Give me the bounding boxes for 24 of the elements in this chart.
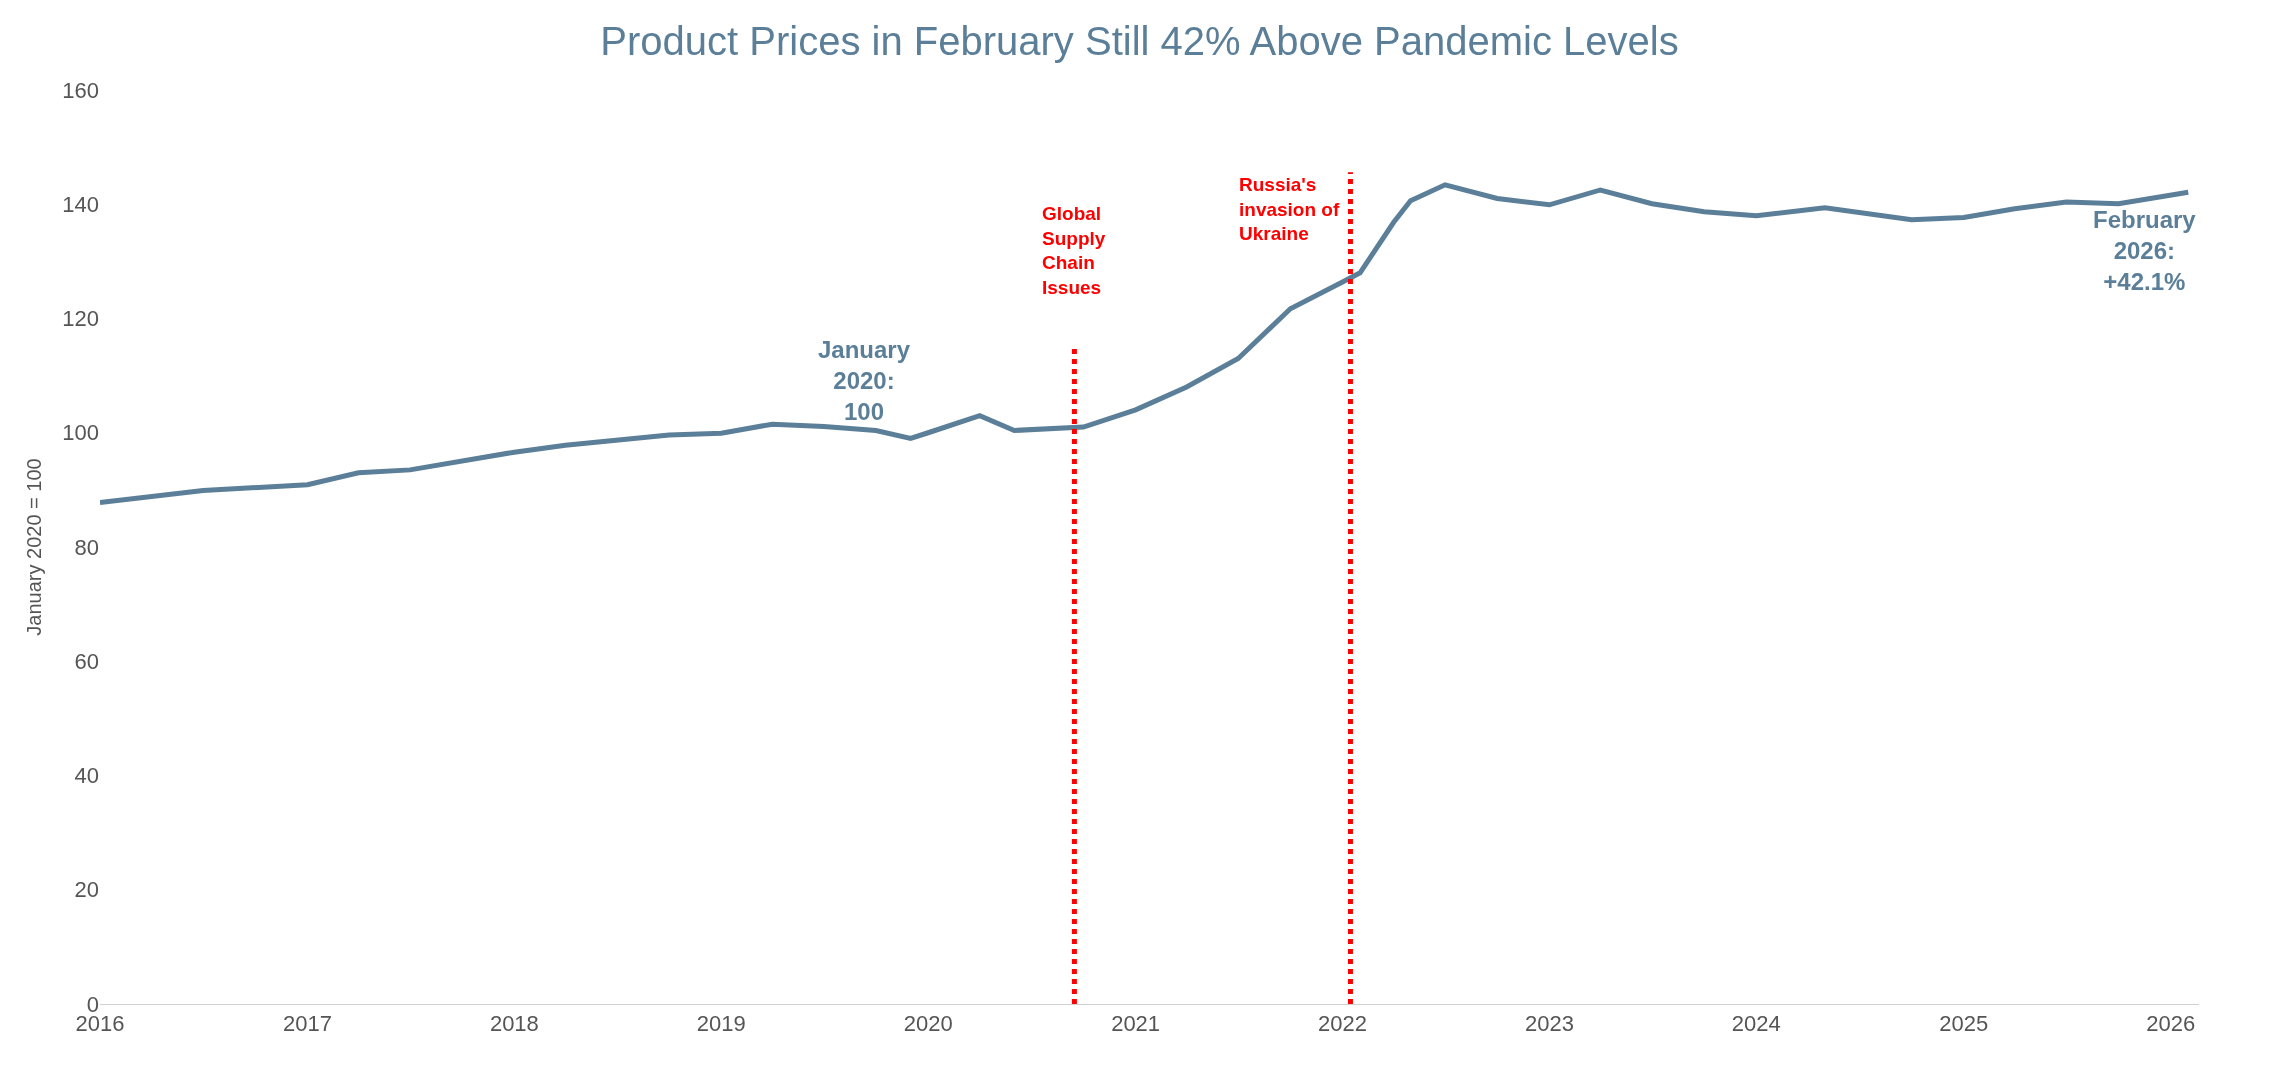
y-axis-title: January 2020 = 100: [22, 458, 45, 636]
annotation: February 2026: +42.1%: [2093, 206, 2197, 296]
x-tick-label: 2026: [2146, 1011, 2196, 1037]
y-tick-label: 100: [62, 420, 99, 446]
y-tick-label: 140: [62, 191, 99, 217]
y-tick-label: 160: [62, 77, 99, 103]
x-tick-label: 2021: [1111, 1011, 1161, 1037]
x-tick-label: 2019: [696, 1011, 746, 1037]
y-tick-label: 60: [74, 648, 99, 674]
x-tick-label: 2020: [903, 1011, 953, 1037]
x-tick-label: 2017: [282, 1011, 332, 1037]
x-tick-label: 2024: [1731, 1011, 1781, 1037]
y-tick-label: 120: [62, 306, 99, 332]
chart-title: Product Prices in February Still 42% Above Pandemic Levels: [600, 18, 1679, 63]
ref-line-label: Russia's invasion of Ukraine: [1239, 174, 1340, 245]
y-tick-label: 20: [74, 877, 99, 903]
y-tick-label: 80: [74, 534, 99, 560]
annotation: January 2020: 100: [818, 336, 911, 426]
x-tick-label: 2018: [489, 1011, 539, 1037]
ref-line-label: Global Supply Chain Issues: [1042, 203, 1106, 299]
x-tick-label: 2025: [1939, 1011, 1989, 1037]
y-tick-label: 40: [74, 763, 99, 789]
x-tick-label: 2022: [1318, 1011, 1367, 1037]
x-tick-label: 2023: [1524, 1011, 1574, 1037]
